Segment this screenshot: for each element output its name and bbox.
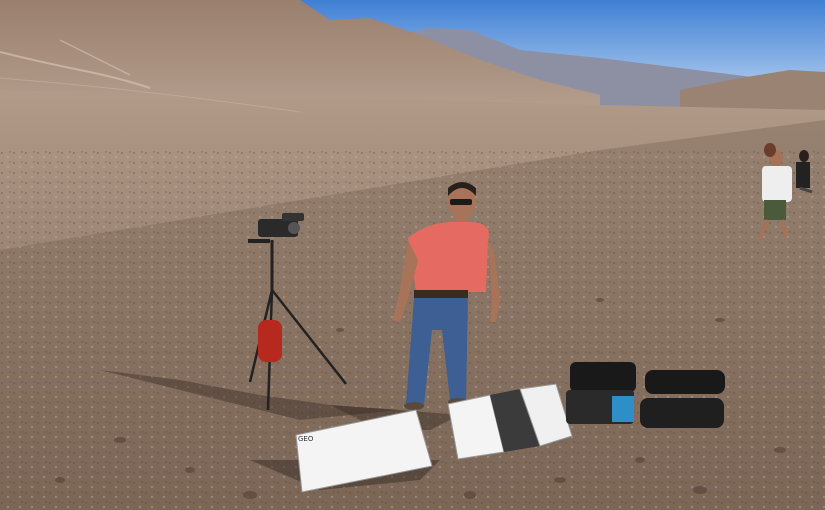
equipment-case [566, 390, 634, 424]
rocks [55, 298, 786, 499]
jeans [406, 298, 468, 405]
left-mountains [0, 0, 600, 120]
right-hill [680, 70, 825, 115]
hikers [758, 143, 813, 239]
panel-label: GEO [298, 435, 314, 443]
tripod-icon [248, 240, 347, 411]
calibration-panel-right [447, 383, 573, 460]
calibration-panel-left: GEO [295, 409, 433, 493]
red-shirt [408, 221, 489, 292]
sunglasses [450, 199, 472, 205]
tripod-shadow [100, 370, 400, 420]
red-tripod-bag [258, 320, 282, 362]
person-foreground [392, 182, 500, 410]
camera-icon [248, 213, 304, 243]
gear-bags [570, 362, 725, 428]
